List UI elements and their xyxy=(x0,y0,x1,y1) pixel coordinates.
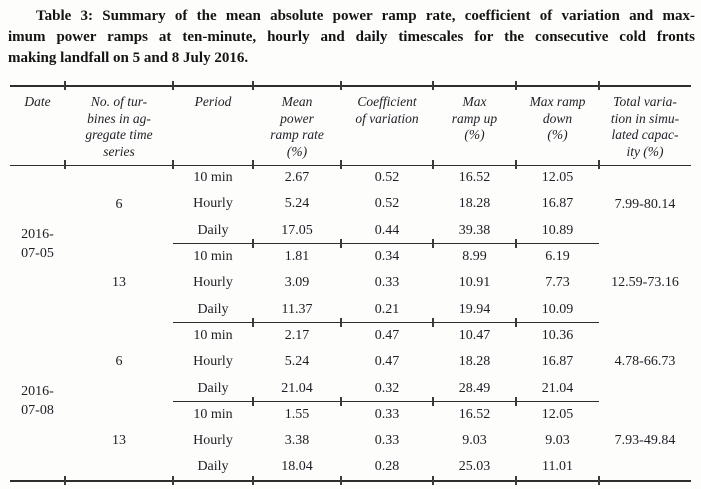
max-ramp-down-cell: 12.05 xyxy=(516,401,599,429)
total-variation-cell: 7.99-80.14 xyxy=(614,196,676,212)
mean-ramp-cell: 2.67 xyxy=(284,170,310,186)
max-ramp-down-cell: 7.73 xyxy=(545,275,570,291)
table-row: Daily 11.37 0.21 19.94 10.09 xyxy=(10,297,691,323)
max-ramp-up-cell: 8.99 xyxy=(433,243,516,271)
period-cell: Hourly xyxy=(193,354,233,370)
period-cell: 10 min xyxy=(173,243,253,271)
header-row: Date No. of tur- bines in ag- gregate ti… xyxy=(10,86,691,166)
max-ramp-down-cell: 10.36 xyxy=(516,322,599,350)
mean-ramp-cell: 3.09 xyxy=(284,275,310,291)
coef-variation-cell: 0.47 xyxy=(374,354,400,370)
max-ramp-up-cell: 10.91 xyxy=(458,275,491,291)
results-table: Date No. of tur- bines in ag- gregate ti… xyxy=(10,85,691,482)
max-ramp-up-cell: 25.03 xyxy=(458,459,491,475)
mean-ramp-cell: 5.24 xyxy=(284,354,310,370)
period-cell: Hourly xyxy=(193,275,233,291)
max-ramp-down-cell: 16.87 xyxy=(541,196,574,212)
table-row: Hourly 5.24 0.47 18.28 16.87 xyxy=(10,349,691,375)
header-date: Date xyxy=(10,86,65,166)
table-row: Daily 17.05 0.44 39.38 10.89 xyxy=(10,218,691,244)
period-cell: Hourly xyxy=(193,433,233,449)
turbine-count-cell: 13 xyxy=(112,432,126,448)
caption-line-1: Table 3: Summary of the mean absolute po… xyxy=(36,8,695,24)
period-cell: 10 min xyxy=(173,322,253,350)
coef-variation-cell: 0.33 xyxy=(374,275,400,291)
header-max-ramp-up: Max ramp up (%) xyxy=(433,86,516,166)
period-cell: Daily xyxy=(197,222,229,238)
coef-variation-cell: 0.33 xyxy=(374,433,400,449)
max-ramp-up-cell: 10.47 xyxy=(433,322,516,350)
table-row: 2016- 07-08 6 10 min 2.17 0.47 10.47 10.… xyxy=(10,322,691,418)
period-cell: Daily xyxy=(197,380,229,396)
header-coef-variation: Coefficient of variation xyxy=(341,86,433,166)
table-row: Hourly 3.09 0.33 10.91 7.73 xyxy=(10,270,691,296)
table-row: Hourly 5.24 0.52 18.28 16.87 xyxy=(10,191,691,217)
turbine-count-cell: 13 xyxy=(112,275,126,291)
header-turbines: No. of tur- bines in ag- gregate time se… xyxy=(65,86,173,166)
max-ramp-up-cell: 16.52 xyxy=(458,170,491,186)
turbine-count-cell: 6 xyxy=(115,196,123,212)
coef-variation-cell: 0.32 xyxy=(374,380,400,396)
period-cell: Hourly xyxy=(193,196,233,212)
mean-ramp-cell: 18.04 xyxy=(281,459,313,475)
coef-variation-cell: 0.21 xyxy=(374,301,400,317)
table-row: 13 10 min 1.55 0.33 16.52 12.05 7.93-49.… xyxy=(10,401,691,448)
caption-line-2: imum power ramps at ten-minute, hourly a… xyxy=(8,29,695,45)
header-max-ramp-down: Max ramp down (%) xyxy=(516,86,599,166)
mean-ramp-cell: 3.38 xyxy=(284,433,310,449)
max-ramp-up-cell: 9.03 xyxy=(462,433,487,449)
mean-ramp-cell: 21.04 xyxy=(281,380,313,396)
mean-ramp-cell: 17.05 xyxy=(281,222,313,238)
total-variation-cell: 7.93-49.84 xyxy=(614,432,676,448)
coef-variation-cell: 0.52 xyxy=(374,196,400,212)
period-cell: 10 min xyxy=(173,401,253,429)
coef-variation-cell: 0.52 xyxy=(374,170,400,186)
mean-ramp-cell: 2.17 xyxy=(253,322,341,350)
max-ramp-up-cell: 18.28 xyxy=(458,354,491,370)
max-ramp-down-cell: 16.87 xyxy=(541,354,574,370)
table-row: 13 10 min 1.81 0.34 8.99 6.19 12.59-73.1… xyxy=(10,243,691,290)
table-row: 2016- 07-05 6 10 min 2.67 0.52 16.52 12.… xyxy=(10,165,691,261)
header-mean-ramp: Mean power ramp rate (%) xyxy=(253,86,341,166)
max-ramp-up-cell: 28.49 xyxy=(458,380,491,396)
max-ramp-down-cell: 12.05 xyxy=(541,170,574,186)
max-ramp-down-cell: 11.01 xyxy=(542,459,573,475)
coef-variation-cell: 0.44 xyxy=(374,222,400,238)
mean-ramp-cell: 1.81 xyxy=(253,243,341,271)
mean-ramp-cell: 5.24 xyxy=(284,196,310,212)
coef-variation-cell: 0.34 xyxy=(341,243,433,271)
coef-variation-cell: 0.33 xyxy=(341,401,433,429)
total-variation-cell: 12.59-73.16 xyxy=(611,275,679,291)
turbine-count-cell: 6 xyxy=(115,354,123,370)
max-ramp-down-cell: 10.09 xyxy=(541,301,574,317)
max-ramp-down-cell: 21.04 xyxy=(541,380,574,396)
period-cell: 10 min xyxy=(193,170,233,186)
caption-line-3: making landfall on 5 and 8 July 2016. xyxy=(8,50,249,66)
coef-variation-cell: 0.47 xyxy=(341,322,433,350)
max-ramp-down-cell: 9.03 xyxy=(545,433,570,449)
date-cell: 2016- 07-08 xyxy=(21,384,54,419)
table-row: Hourly 3.38 0.33 9.03 9.03 xyxy=(10,428,691,454)
table-caption: Table 3: Summary of the mean absolute po… xyxy=(8,6,695,69)
mean-ramp-cell: 11.37 xyxy=(281,301,313,317)
max-ramp-down-cell: 10.89 xyxy=(541,222,574,238)
total-variation-cell: 4.78-66.73 xyxy=(614,354,676,370)
coef-variation-cell: 0.28 xyxy=(374,459,400,475)
mean-ramp-cell: 1.55 xyxy=(253,401,341,429)
max-ramp-up-cell: 18.28 xyxy=(458,196,491,212)
period-cell: Daily xyxy=(197,459,229,475)
max-ramp-down-cell: 6.19 xyxy=(516,243,599,271)
max-ramp-up-cell: 39.38 xyxy=(458,222,491,238)
table-row: Daily 21.04 0.32 28.49 21.04 xyxy=(10,376,691,402)
date-cell: 2016- 07-05 xyxy=(21,227,54,262)
max-ramp-up-cell: 19.94 xyxy=(458,301,491,317)
header-total-variation: Total varia- tion in simu- lated capac- … xyxy=(599,86,691,166)
header-period: Period xyxy=(173,86,253,166)
table-row: Daily 18.04 0.28 25.03 11.01 xyxy=(10,455,691,481)
period-cell: Daily xyxy=(197,301,229,317)
max-ramp-up-cell: 16.52 xyxy=(433,401,516,429)
